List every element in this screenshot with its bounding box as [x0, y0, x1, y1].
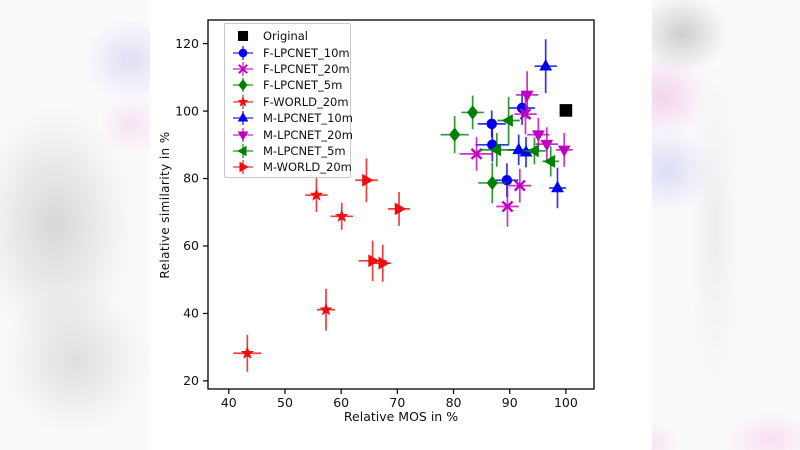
data-point-marker	[531, 130, 545, 142]
data-point-marker	[527, 144, 539, 158]
data-point-marker	[551, 180, 564, 193]
y-tick-label: 40	[183, 306, 199, 321]
series-Original	[559, 104, 573, 117]
triangle-down-legend-marker-icon	[233, 127, 253, 142]
data-point-marker	[467, 105, 479, 120]
data-point-marker	[501, 114, 513, 127]
x-tick-label: 90	[502, 395, 518, 410]
x-tick-label: 40	[221, 395, 237, 410]
y-axis-label: Relative similarity in %	[158, 131, 172, 279]
data-point-marker	[237, 31, 249, 42]
triangle-up-legend-marker-icon	[233, 111, 253, 126]
y-tick-label: 60	[183, 238, 199, 253]
data-point-marker	[394, 202, 407, 216]
legend-label: F-LPCNET_20m	[263, 61, 350, 76]
legend-label: Original	[263, 29, 309, 44]
data-point-marker	[540, 139, 554, 152]
series-M-WORLD_20m	[355, 158, 411, 282]
legend-item-Original: Original	[230, 28, 350, 44]
legend-label: M-LPCNET_5m	[263, 143, 346, 158]
data-point-marker	[239, 162, 249, 173]
y-tick-label: 120	[175, 36, 199, 51]
legend-item-F-LPCNET_5m: F-LPCNET_5m	[230, 77, 350, 93]
data-point-marker	[539, 59, 553, 71]
data-point-marker	[335, 209, 349, 222]
legend-label: M-LPCNET_10m	[263, 111, 353, 126]
triangle-right-legend-marker-icon	[233, 160, 253, 175]
star-legend-marker-icon	[233, 94, 253, 109]
y-tick-label: 80	[183, 171, 199, 186]
series-M-LPCNET_5m	[479, 96, 560, 177]
x-tick-label: 60	[333, 395, 349, 410]
data-point-marker	[513, 179, 526, 192]
legend-item-F-LPCNET_10m: F-LPCNET_10m	[230, 44, 350, 60]
data-point-marker	[519, 108, 532, 121]
data-point-marker	[489, 143, 502, 157]
x-tick-label: 70	[389, 395, 405, 410]
series-M-LPCNET_20m	[515, 71, 573, 167]
legend-item-M-LPCNET_20m: M-LPCNET_20m	[230, 126, 353, 142]
data-point-marker	[543, 154, 556, 168]
data-point-marker	[237, 145, 247, 157]
data-point-marker	[520, 90, 534, 102]
data-point-marker	[501, 174, 513, 186]
data-point-marker	[486, 118, 497, 130]
data-point-marker	[309, 188, 324, 201]
y-tick-label: 100	[175, 103, 199, 118]
legend-item-F-LPCNET_20m: F-LPCNET_20m	[230, 61, 350, 77]
series-F-LPCNET_20m	[459, 93, 537, 227]
data-point-marker	[557, 145, 571, 157]
data-point-marker	[512, 142, 526, 155]
data-point-marker	[238, 79, 248, 92]
legend-item-M-WORLD_20m: M-WORLD_20m	[230, 159, 352, 175]
diamond-legend-marker-icon	[233, 78, 253, 93]
legend-item-M-LPCNET_10m: M-LPCNET_10m	[230, 110, 353, 126]
data-point-marker	[240, 346, 254, 359]
data-point-marker	[238, 48, 248, 57]
legend-label: M-WORLD_20m	[263, 160, 352, 175]
legend-item-F-WORLD_20m: F-WORLD_20m	[230, 94, 350, 110]
data-point-marker	[238, 64, 248, 74]
data-point-marker	[237, 131, 249, 141]
data-point-marker	[237, 95, 249, 107]
legend-label: F-WORLD_20m	[263, 94, 349, 109]
x-tick-label: 50	[277, 395, 293, 410]
x-axis-label: Relative MOS in %	[343, 409, 459, 424]
data-point-marker	[559, 104, 573, 117]
data-point-marker	[319, 302, 333, 316]
data-point-marker	[486, 175, 498, 191]
axis-ticks: 40 50 60 70 80 90 100 20 40 60 80 100 120	[175, 36, 578, 410]
data-point-marker	[368, 254, 380, 268]
circle-legend-marker-icon	[233, 45, 253, 60]
series-M-LPCNET_10m	[507, 39, 566, 209]
data-point-marker	[362, 173, 374, 187]
x-legend-marker-icon	[233, 61, 253, 76]
series-F-WORLD_20m	[233, 178, 353, 372]
chart-legend: Original F-LPCNET_10m F-LPCNET_20m F-LPCNET…	[224, 23, 353, 178]
legend-label: F-LPCNET_10m	[263, 45, 350, 60]
series-F-LPCNET_5m	[440, 95, 507, 204]
square-legend-marker-icon	[237, 31, 249, 42]
triangle-left-legend-marker-icon	[233, 143, 253, 158]
legend-label: F-LPCNET_5m	[263, 78, 343, 93]
legend-label: M-LPCNET_20m	[263, 127, 353, 142]
data-point-marker	[470, 148, 483, 160]
x-tick-label: 100	[554, 395, 578, 410]
x-tick-label: 80	[446, 395, 462, 410]
legend-item-M-LPCNET_5m: M-LPCNET_5m	[230, 143, 350, 159]
y-tick-label: 20	[183, 373, 199, 388]
data-point-marker	[501, 200, 514, 213]
data-point-marker	[237, 112, 249, 122]
data-point-marker	[378, 256, 390, 270]
